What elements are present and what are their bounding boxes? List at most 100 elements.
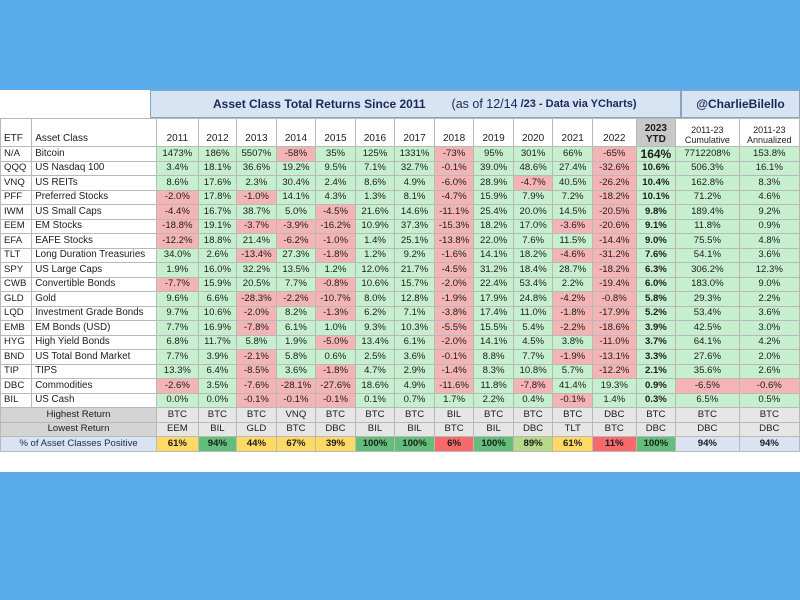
return-cell: -7.8%	[512, 378, 554, 394]
table-subtitle-prefix: (as of 12/14	[451, 97, 518, 111]
return-cell: 8.3%	[473, 363, 514, 379]
return-cell: -1.4%	[433, 363, 475, 379]
return-cell: -1.8%	[315, 247, 356, 263]
return-cell: 6.6%	[197, 291, 238, 307]
return-cell: 64.1%	[675, 334, 740, 350]
return-cell: 29.3%	[675, 291, 740, 307]
return-cell: 27.4%	[552, 160, 593, 176]
positive-share-cell: 100%	[354, 436, 396, 452]
return-cell: 3.6%	[738, 305, 800, 321]
return-cell: 4.2%	[738, 334, 800, 350]
summary-cell: BIL	[197, 421, 238, 437]
summary-cell: EEM	[156, 421, 199, 437]
col-header-10: 2021	[552, 118, 593, 147]
return-cell: 28.7%	[552, 262, 593, 278]
return-cell: 2.3%	[236, 175, 277, 191]
return-cell: 3.6%	[275, 363, 317, 379]
return-cell: 3.6%	[738, 247, 800, 263]
return-cell: 0.6%	[315, 349, 356, 365]
summary-cell: BTC	[635, 407, 677, 423]
return-cell: 2.6%	[738, 363, 800, 379]
table-row: SPY US Large Caps 1.9% 16.0% 32.2% 13.5% 1.2% 1…	[0, 262, 800, 278]
return-cell: 2.4%	[315, 175, 356, 191]
return-cell: -5.0%	[315, 334, 356, 350]
return-cell: 5.8%	[635, 291, 677, 307]
return-cell: 32.7%	[394, 160, 435, 176]
returns-table: ETF Asset Class 2011 2012 2013 2014 2015 2016 20…	[0, 118, 800, 452]
return-cell: 19.1%	[197, 218, 238, 234]
summary-label: Highest Return	[0, 407, 158, 423]
return-cell: 162.8%	[675, 175, 740, 191]
return-cell: -73%	[433, 146, 475, 162]
return-cell: 6.8%	[156, 334, 199, 350]
asset-class-name: US Large Caps	[31, 262, 158, 278]
return-cell: 41.4%	[552, 378, 593, 394]
summary-cell: BTC	[236, 407, 277, 423]
etf-ticker: GLD	[0, 291, 33, 307]
col-header-label: 2023	[644, 123, 667, 134]
summary-cell: DBC	[512, 421, 554, 437]
col-header-12: 2023 YTD	[635, 118, 677, 147]
return-cell: 5.2%	[635, 305, 677, 321]
return-cell: 13.5%	[275, 262, 317, 278]
asset-class-name: EM Stocks	[31, 218, 158, 234]
return-cell: 5.4%	[512, 320, 554, 336]
return-cell: -1.6%	[433, 247, 475, 263]
table-row: CWB Convertible Bonds -7.7% 15.9% 20.5% 7.7% -…	[0, 276, 800, 292]
asset-class-name: Investment Grade Bonds	[31, 305, 158, 321]
return-cell: 31.2%	[473, 262, 514, 278]
return-cell: 5507%	[236, 146, 277, 162]
positive-share-cell: 39%	[315, 436, 356, 452]
return-cell: -0.1%	[552, 392, 593, 408]
return-cell: 27.3%	[275, 247, 317, 263]
summary-cell: BTC	[552, 407, 593, 423]
return-cell: 0.0%	[197, 392, 238, 408]
return-cell: 10.9%	[354, 218, 396, 234]
return-cell: 2.5%	[354, 349, 396, 365]
return-cell: 18.4%	[512, 262, 554, 278]
col-header-label: 2016	[363, 133, 387, 144]
return-cell: -20.6%	[591, 218, 637, 234]
summary-cell: BTC	[738, 407, 800, 423]
return-cell: 21.7%	[394, 262, 435, 278]
positive-share-label: % of Asset Classes Positive	[0, 436, 158, 452]
return-cell: -5.5%	[433, 320, 475, 336]
return-cell: -1.8%	[315, 363, 356, 379]
summary-cell: GLD	[236, 421, 277, 437]
return-cell: 3.4%	[156, 160, 199, 176]
return-cell: -15.3%	[433, 218, 475, 234]
summary-cell: BTC	[275, 421, 317, 437]
etf-ticker: TIP	[0, 363, 33, 379]
return-cell: 95%	[473, 146, 514, 162]
return-cell: -20.5%	[591, 204, 637, 220]
col-header-sublabel: Cumulative	[684, 135, 730, 145]
return-cell: 9.7%	[156, 305, 199, 321]
return-cell: 14.6%	[394, 204, 435, 220]
return-cell: 1.0%	[315, 320, 356, 336]
positive-share-cell: 100%	[635, 436, 677, 452]
return-cell: -7.8%	[236, 320, 277, 336]
summary-cell: BTC	[394, 407, 435, 423]
col-header-5: 2016	[354, 118, 396, 147]
asset-class-name: US Small Caps	[31, 204, 158, 220]
return-cell: -4.4%	[156, 204, 199, 220]
return-cell: 14.1%	[275, 189, 317, 205]
summary-row: Lowest Return EEM BIL GLD BTC DBC BIL BIL BTC BIL…	[0, 421, 800, 437]
return-cell: -28.3%	[236, 291, 277, 307]
return-cell: 4.3%	[315, 189, 356, 205]
return-cell: 35%	[315, 146, 356, 162]
return-cell: 3.6%	[394, 349, 435, 365]
return-cell: 5.8%	[275, 349, 317, 365]
etf-ticker: N/A	[0, 146, 33, 162]
etf-ticker: QQQ	[0, 160, 33, 176]
asset-class-name: EAFE Stocks	[31, 233, 158, 249]
col-header-label: 2011-23	[691, 125, 724, 135]
return-cell: -1.3%	[315, 305, 356, 321]
return-cell: 18.2%	[512, 247, 554, 263]
return-cell: 11.8%	[473, 378, 514, 394]
positive-share-cell: 89%	[512, 436, 554, 452]
etf-ticker: EMB	[0, 320, 33, 336]
return-cell: 3.3%	[635, 349, 677, 365]
column-header-row: ETF Asset Class 2011 2012 2013 2014 2015 2016 20…	[0, 118, 800, 147]
return-cell: 71.2%	[675, 189, 740, 205]
